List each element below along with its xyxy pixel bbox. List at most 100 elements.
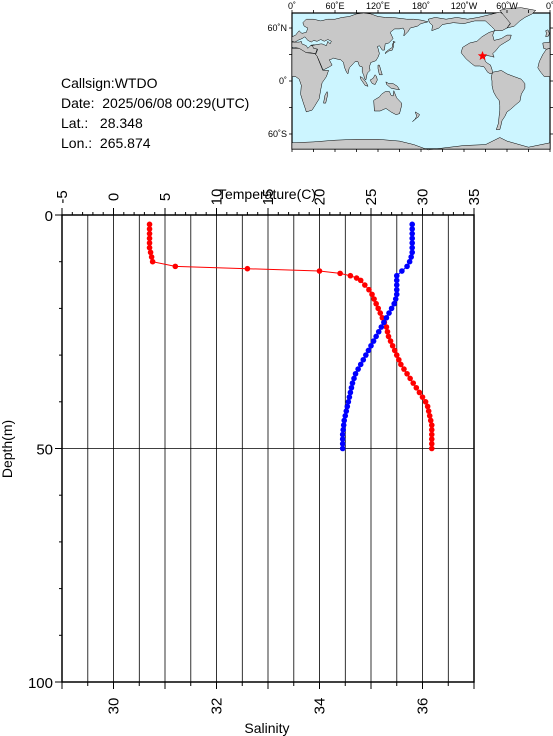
salinity-point	[393, 291, 400, 298]
date-label: Date:	[61, 95, 95, 111]
salinity-point	[408, 254, 414, 260]
salinity-point	[339, 431, 346, 438]
temperature-point	[316, 268, 323, 274]
temperature-tick-label: 5	[157, 193, 174, 201]
salinity-point	[340, 427, 346, 433]
temperature-point	[428, 436, 435, 442]
map-latitude-label: 60˚N	[267, 23, 287, 33]
island-sumatra	[359, 76, 369, 87]
salinity-point	[368, 342, 374, 349]
salinity-series	[339, 221, 416, 452]
depth-tick-label: 50	[36, 442, 53, 459]
continent-europe-west	[542, 41, 551, 50]
salinity-point	[351, 375, 357, 382]
lat-row: Lat.: 28.348	[61, 113, 249, 133]
salinity-tick-label: 36	[415, 698, 432, 715]
temperature-point	[149, 258, 156, 265]
depth-tick-label: 0	[45, 208, 53, 225]
salinity-point	[393, 277, 400, 284]
salinity-point	[388, 305, 395, 312]
temperature-point	[428, 427, 435, 433]
salinity-point	[406, 258, 413, 265]
temperature-point	[391, 347, 398, 354]
temperature-point	[389, 342, 396, 349]
salinity-point	[399, 268, 405, 274]
temperature-point	[385, 333, 392, 340]
temperature-point	[379, 314, 386, 321]
temperature-tick-label: 20	[312, 189, 329, 206]
temperature-point	[426, 413, 433, 419]
temperature-point	[353, 275, 360, 281]
temperature-tick-label: 10	[209, 189, 226, 206]
continent-antarctica	[291, 137, 551, 151]
salinity-point	[381, 319, 387, 326]
salinity-point	[386, 310, 392, 316]
map-latitude-label: 0˚	[279, 76, 287, 86]
temperature-point	[373, 300, 379, 307]
map-frame-ticks	[289, 10, 553, 152]
salinity-point	[383, 314, 390, 321]
depth-tick-label: 100	[28, 675, 53, 692]
temperature-point	[428, 445, 435, 452]
salinity-point	[342, 413, 349, 419]
temperature-point	[357, 277, 364, 284]
temperature-point	[424, 403, 431, 410]
salinity-point	[365, 347, 372, 354]
salinity-point	[370, 338, 377, 344]
temperature-point	[419, 394, 426, 400]
salinity-point	[344, 403, 351, 410]
date-row: Date: 2025/06/08 00:29(UTC)	[61, 93, 249, 113]
salinity-point	[409, 226, 416, 232]
map-left-labels: 60˚N 0˚ 60˚S	[267, 23, 287, 139]
series-layer	[146, 221, 435, 452]
salinity-point	[343, 408, 350, 414]
salinity-axis: 30 32 34 36	[61, 682, 475, 715]
date-value: 2025/06/08 00:29(UTC)	[102, 95, 250, 111]
salinity-point	[375, 328, 382, 335]
temperature-point	[387, 338, 394, 344]
temperature-point	[148, 254, 155, 260]
temperature-point	[362, 282, 368, 288]
temperature-point	[369, 291, 375, 298]
salinity-point	[378, 324, 385, 330]
salinity-point	[360, 356, 367, 363]
temperature-point	[416, 389, 423, 396]
grid-lines	[62, 215, 474, 682]
salinity-point	[409, 221, 416, 228]
map-longitude-label: 0˚	[546, 1, 553, 11]
salinity-point	[409, 240, 416, 246]
world-map: 0˚ 60˚E 120˚E 180˚ 120˚W 60˚W 0˚ 60˚N 0˚ 60˚S	[267, 1, 553, 152]
map-land	[291, 7, 551, 151]
salinity-point	[348, 384, 355, 391]
island-japan	[384, 40, 396, 55]
temperature-tick-label: 15	[260, 189, 277, 206]
temperature-tick-label: 30	[415, 189, 432, 206]
temperature-point	[383, 324, 390, 330]
temperature-tick-label: 0	[106, 193, 123, 201]
lon-value: 265.874	[99, 135, 151, 151]
salinity-point	[409, 235, 416, 242]
temperature-point	[398, 361, 404, 368]
temperature-point	[428, 441, 435, 447]
salinity-point	[352, 370, 359, 377]
lat-label: Lat.:	[61, 115, 89, 131]
salinity-tick-label: 32	[209, 698, 226, 715]
continent-australia	[373, 89, 402, 115]
temperature-point	[146, 244, 153, 251]
salinity-point	[339, 441, 346, 447]
temperature-point	[422, 399, 429, 405]
temperature-series	[146, 221, 435, 452]
island-philippines	[377, 64, 383, 76]
temperature-point	[146, 235, 153, 242]
temperature-point	[407, 375, 413, 382]
salinity-point	[393, 286, 400, 293]
salinity-point	[340, 422, 347, 428]
island-new-zealand	[412, 111, 420, 122]
temperature-point	[146, 221, 153, 228]
salinity-point	[373, 333, 379, 340]
temperature-point	[413, 384, 420, 391]
temperature-axis: -5 0 5 10 15 20 25 30 35	[54, 189, 483, 215]
temperature-point	[377, 310, 384, 316]
salinity-point	[409, 230, 416, 237]
map-latitude-label: 60˚S	[268, 129, 287, 139]
